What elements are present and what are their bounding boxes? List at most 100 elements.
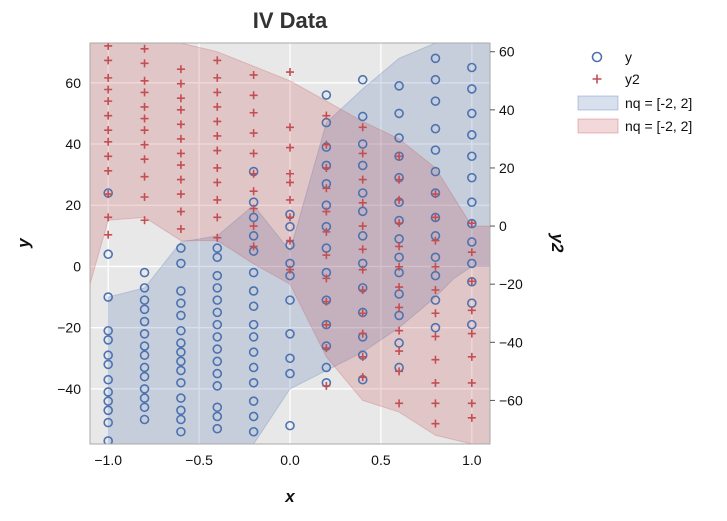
data-point [285,368,295,379]
data-point [248,347,259,357]
data-point [104,137,113,146]
data-point [395,326,404,335]
data-point [322,111,331,120]
data-point [213,73,222,82]
data-point [467,319,477,330]
data-point [213,146,222,155]
data-point [212,243,223,253]
data-point [358,123,367,132]
y-axis-ticks: −40 −20 0 20 40 60 [57,75,81,397]
data-point [212,319,223,330]
y-axis-label: y [14,237,33,249]
data-point [357,231,368,241]
data-point [358,175,367,184]
data-point [467,197,477,207]
data-point [467,219,476,228]
data-point [430,123,441,134]
data-point [103,350,113,361]
data-point [286,123,294,132]
data-point [358,245,367,254]
data-point [139,329,150,339]
data-point [322,140,331,149]
data-point [104,85,113,94]
data-point [285,295,295,305]
data-point [248,319,259,330]
data-point [140,88,149,97]
data-point [139,283,150,293]
data-point [140,172,149,181]
data-point [140,59,149,68]
legend-swatch-band-0 [577,95,619,111]
data-point [286,169,294,178]
data-point [248,377,259,388]
data-point [285,329,295,339]
data-point [249,129,258,138]
data-point [140,155,149,164]
y2-tick-label: 0 [499,218,507,234]
data-point [212,402,223,413]
data-point [286,68,294,77]
data-point [140,76,149,85]
data-point [140,44,149,53]
data-point [467,130,477,140]
legend-label-y: y [625,49,632,65]
data-point [467,399,476,408]
data-point [321,90,332,100]
data-point [322,207,331,216]
data-point [140,216,149,225]
y2-tick-label: −20 [499,276,523,292]
data-point [249,108,258,117]
data-point [467,151,477,162]
data-point [358,222,367,231]
data-point [212,332,223,342]
data-point [395,262,404,271]
data-point [322,297,331,306]
data-point [212,252,223,263]
data-point [103,436,113,444]
data-point [212,270,223,281]
y-tick-label: −20 [57,320,81,336]
data-point [357,188,368,198]
data-point [394,81,404,91]
x-tick-label: 1.0 [462,452,482,468]
data-point [176,94,185,103]
data-point [431,399,440,408]
data-point [358,198,367,207]
data-point [176,298,186,308]
data-point [104,152,113,161]
data-point [249,70,258,79]
data-point [358,285,367,294]
data-point [286,236,294,245]
data-point [395,195,404,204]
data-point [139,402,150,413]
data-point [103,374,113,385]
legend-label-band-1: nq = [-2, 2] [625,118,692,134]
data-point [394,133,404,143]
data-point [176,347,186,357]
data-point [176,134,185,143]
y2-tick-label: 40 [499,102,515,118]
data-points [103,43,477,444]
data-point [394,108,404,119]
data-point [140,140,149,149]
data-point [139,362,150,373]
legend-label-band-0: nq = [-2, 2] [625,95,692,111]
data-point [431,332,440,341]
data-point [139,350,150,361]
x-axis-ticks: −1.0 −0.5 0.0 0.5 1.0 [94,452,481,468]
data-point [103,405,113,416]
data-point [248,332,259,342]
data-point [176,120,185,129]
data-point [139,414,150,425]
legend-marker-y2 [592,74,602,84]
data-point [139,267,150,278]
data-point [395,303,404,312]
data-point [104,230,113,239]
data-point [176,175,185,184]
data-point [431,355,440,364]
data-point [286,195,294,204]
legend-label-y2: y2 [625,71,640,87]
data-point [176,338,186,348]
data-point [248,411,259,422]
data-point [212,344,223,354]
